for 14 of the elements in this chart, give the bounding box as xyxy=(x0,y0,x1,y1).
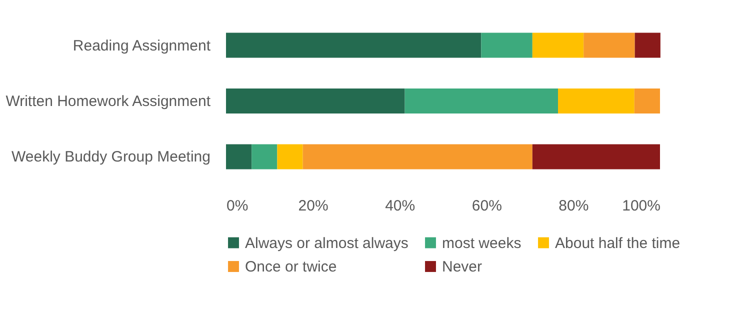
x-tick-label: 100% xyxy=(622,198,660,214)
y-tick-label: Weekly Buddy Group Meeting xyxy=(12,148,210,166)
legend-label: most weeks xyxy=(442,234,522,252)
x-tick-label: 40% xyxy=(385,198,416,214)
legend-label: Never xyxy=(442,258,482,276)
x-tick-label: 80% xyxy=(558,198,589,214)
legend-label: Always or almost always xyxy=(245,234,408,252)
x-tick-label: 60% xyxy=(472,198,502,214)
y-tick-label: Written Homework Assignment xyxy=(6,93,212,110)
legend-label: About half the time xyxy=(555,234,680,252)
y-tick-label: Reading Assignment xyxy=(72,37,212,54)
x-tick-label: 0% xyxy=(226,198,248,214)
legend-label: Once or twice xyxy=(245,258,337,276)
x-tick-label: 20% xyxy=(298,198,328,214)
